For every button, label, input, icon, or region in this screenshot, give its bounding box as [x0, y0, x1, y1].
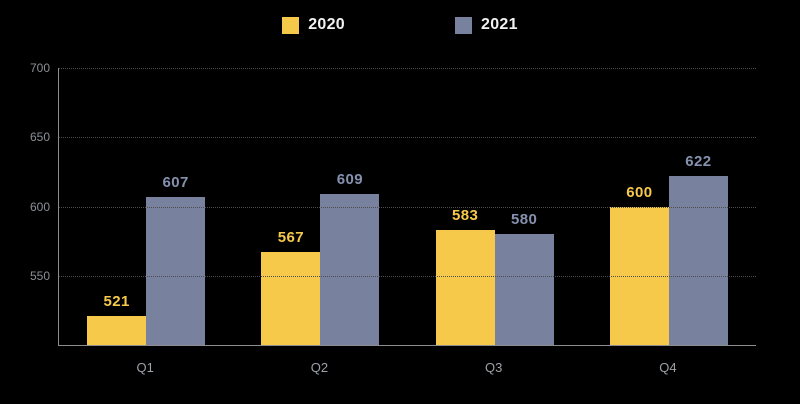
bar-2021-Q4: 622 [668, 153, 728, 345]
bar-value-2021-Q4: 622 [685, 153, 712, 171]
gridline-650 [59, 137, 756, 139]
bar-2020-Q3: 583 [435, 207, 495, 345]
bar-2021-Q2: 609 [320, 171, 380, 345]
legend-swatch-icon [455, 16, 472, 34]
y-axis-tick-600: 600 [29, 199, 50, 214]
y-axis-tick-650: 650 [29, 130, 50, 145]
bar-group-Q1: 521 607 [59, 68, 233, 345]
bar-2020-Q2: 567 [261, 229, 321, 345]
legend-swatch-icon [282, 16, 300, 34]
x-axis-labels: Q1 Q2 Q3 Q4 [58, 360, 755, 375]
bar-2021-Q1: 607 [146, 174, 206, 345]
legend-item-2020: 2020 [282, 16, 345, 34]
bar-value-2021-Q2: 609 [336, 171, 363, 189]
bar-group-Q2: 567 609 [233, 68, 407, 345]
bar-value-2020-Q2: 567 [277, 229, 304, 247]
bar-value-2020-Q3: 583 [452, 207, 479, 225]
gridline-600 [59, 206, 756, 208]
gridline-700 [59, 68, 756, 69]
bar-value-2020-Q1: 521 [103, 292, 130, 310]
y-axis-tick-550: 550 [29, 268, 50, 283]
legend-label: 2020 [308, 16, 345, 33]
x-axis-tick-Q1: Q1 [136, 360, 154, 375]
bar-value-2021-Q3: 580 [511, 211, 538, 229]
legend-item-2021: 2021 [455, 16, 518, 34]
bar-group-Q3: 583 580 [408, 68, 582, 345]
bar-2021-Q3: 580 [494, 211, 554, 345]
gridline-550 [59, 275, 756, 277]
bar-value-2021-Q1: 607 [162, 173, 189, 191]
plot-area: 521 607 567 609 583 580 600 622 [58, 68, 756, 346]
x-axis-tick-Q4: Q4 [659, 360, 677, 375]
y-axis-tick-700: 700 [29, 61, 50, 75]
legend: 2020 2021 [0, 16, 800, 34]
x-axis-tick-Q3: Q3 [484, 360, 503, 375]
bar-2020-Q1: 521 [87, 293, 147, 345]
bar-value-2020-Q4: 600 [626, 183, 653, 201]
legend-label: 2021 [481, 16, 518, 33]
x-axis-tick-Q2: Q2 [310, 360, 329, 375]
